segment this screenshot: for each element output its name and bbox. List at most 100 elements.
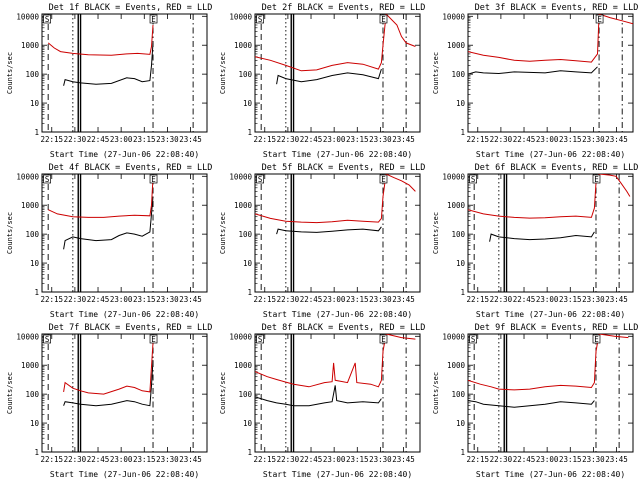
marker-label: E bbox=[381, 175, 386, 184]
series-line-events bbox=[63, 196, 154, 250]
y-tick-label: 1 bbox=[34, 448, 39, 457]
y-tick-label: 10000 bbox=[442, 12, 465, 21]
x-tick-label: 22:45 bbox=[87, 135, 110, 144]
series-line-lld bbox=[255, 14, 416, 72]
x-tick-label: 22:15 bbox=[40, 455, 63, 464]
x-tick-label: 22:15 bbox=[466, 455, 489, 464]
y-tick-label: 10000 bbox=[16, 332, 39, 341]
marker-box bbox=[592, 334, 601, 344]
y-tick-label: 100 bbox=[238, 390, 252, 399]
y-tick-label: 100 bbox=[25, 230, 39, 239]
y-tick-label: 10 bbox=[243, 99, 253, 108]
marker-box bbox=[379, 174, 388, 184]
x-tick-label: 22:45 bbox=[300, 295, 323, 304]
y-tick-label: 10000 bbox=[442, 332, 465, 341]
chart-title: Det 4f BLACK = Events, RED = LLD bbox=[49, 163, 213, 173]
y-tick-label: 1 bbox=[460, 448, 465, 457]
marker-label: S bbox=[471, 335, 476, 344]
x-tick-label: 23:15 bbox=[559, 135, 582, 144]
marker-box bbox=[592, 174, 601, 184]
x-tick-label: 22:45 bbox=[87, 295, 110, 304]
y-tick-label: 10 bbox=[456, 419, 466, 428]
detector-panel-4: Det 4f BLACK = Events, RED = LLD Counts/s… bbox=[0, 160, 213, 320]
x-tick-label: 23:00 bbox=[536, 455, 559, 464]
series-line-events bbox=[468, 400, 595, 408]
y-tick-label: 1 bbox=[247, 128, 252, 137]
y-tick-label: 10000 bbox=[16, 12, 39, 21]
chart-title: Det 5f BLACK = Events, RED = LLD bbox=[262, 163, 426, 173]
y-tick-label: 100 bbox=[25, 70, 39, 79]
marker-label: S bbox=[258, 175, 263, 184]
x-tick-label: 23:30 bbox=[156, 455, 179, 464]
y-tick-label: 1000 bbox=[21, 361, 40, 370]
x-tick-label: 23:30 bbox=[582, 455, 605, 464]
y-tick-label: 1000 bbox=[234, 361, 253, 370]
x-tick-label: 22:30 bbox=[64, 135, 87, 144]
y-tick-label: 1000 bbox=[447, 201, 466, 210]
x-tick-label: 23:15 bbox=[133, 455, 156, 464]
chart-title: Det 3f BLACK = Events, RED = LLD bbox=[475, 3, 639, 13]
x-tick-label: 23:00 bbox=[323, 295, 346, 304]
x-axis-label: Start Time (27-Jun-06 22:08:40) bbox=[50, 310, 199, 319]
series-line-lld bbox=[468, 334, 629, 391]
y-tick-label: 10 bbox=[456, 99, 466, 108]
marker-label: S bbox=[45, 175, 50, 184]
x-tick-label: 22:15 bbox=[466, 135, 489, 144]
marker-label: E bbox=[597, 15, 602, 24]
series-line-events bbox=[63, 360, 154, 407]
plot-frame bbox=[41, 173, 208, 293]
chart-title: Det 8f BLACK = Events, RED = LLD bbox=[262, 323, 426, 333]
x-tick-label: 22:15 bbox=[253, 455, 276, 464]
x-tick-label: 22:45 bbox=[300, 455, 323, 464]
y-tick-label: 1000 bbox=[21, 201, 40, 210]
chart-svg: Det 3f BLACK = Events, RED = LLD Counts/s… bbox=[432, 3, 639, 159]
marker-label: S bbox=[471, 175, 476, 184]
y-tick-label: 100 bbox=[451, 70, 465, 79]
detector-panel-8: Det 8f BLACK = Events, RED = LLD Counts/s… bbox=[213, 320, 426, 480]
chart-svg: Det 8f BLACK = Events, RED = LLD Counts/s… bbox=[219, 323, 426, 479]
detector-panel-3: Det 3f BLACK = Events, RED = LLD Counts/s… bbox=[426, 0, 639, 160]
plot-frame bbox=[41, 13, 208, 133]
x-tick-label: 23:15 bbox=[133, 135, 156, 144]
y-axis-label: Counts/sec bbox=[6, 212, 14, 254]
plot-frame bbox=[467, 13, 634, 133]
series-line-events bbox=[276, 68, 382, 85]
y-axis-label: Counts/sec bbox=[432, 372, 440, 414]
chart-title: Det 6f BLACK = Events, RED = LLD bbox=[475, 163, 639, 173]
marker-box bbox=[379, 334, 388, 344]
x-tick-label: 23:15 bbox=[346, 295, 369, 304]
marker-label: E bbox=[151, 335, 156, 344]
x-tick-label: 23:00 bbox=[323, 455, 346, 464]
y-tick-label: 10000 bbox=[442, 172, 465, 181]
marker-box bbox=[469, 334, 477, 344]
x-tick-label: 23:45 bbox=[392, 295, 415, 304]
y-tick-label: 10000 bbox=[229, 12, 252, 21]
x-tick-label: 23:15 bbox=[346, 455, 369, 464]
chart-svg: Det 1f BLACK = Events, RED = LLD Counts/s… bbox=[6, 3, 212, 159]
x-tick-label: 23:45 bbox=[179, 135, 202, 144]
detector-panel-2: Det 2f BLACK = Events, RED = LLD Counts/s… bbox=[213, 0, 426, 160]
x-tick-label: 22:30 bbox=[277, 135, 300, 144]
x-tick-label: 23:30 bbox=[369, 455, 392, 464]
marker-label: E bbox=[151, 15, 156, 24]
x-tick-label: 23:00 bbox=[110, 135, 133, 144]
x-tick-label: 23:45 bbox=[179, 295, 202, 304]
y-tick-label: 1 bbox=[247, 448, 252, 457]
y-tick-label: 1000 bbox=[447, 361, 466, 370]
marker-box bbox=[43, 334, 51, 344]
y-tick-label: 100 bbox=[451, 390, 465, 399]
x-tick-label: 23:30 bbox=[156, 135, 179, 144]
marker-label: S bbox=[45, 335, 50, 344]
x-tick-label: 23:45 bbox=[392, 135, 415, 144]
x-tick-label: 22:30 bbox=[277, 295, 300, 304]
series-line-events bbox=[255, 385, 382, 407]
y-tick-label: 1000 bbox=[447, 41, 466, 50]
marker-box bbox=[149, 14, 158, 24]
y-tick-label: 100 bbox=[25, 390, 39, 399]
marker-label: E bbox=[381, 15, 386, 24]
marker-label: S bbox=[45, 15, 50, 24]
x-tick-label: 23:30 bbox=[369, 135, 392, 144]
detector-panel-6: Det 6f BLACK = Events, RED = LLD Counts/s… bbox=[426, 160, 639, 320]
x-tick-label: 23:45 bbox=[605, 455, 628, 464]
